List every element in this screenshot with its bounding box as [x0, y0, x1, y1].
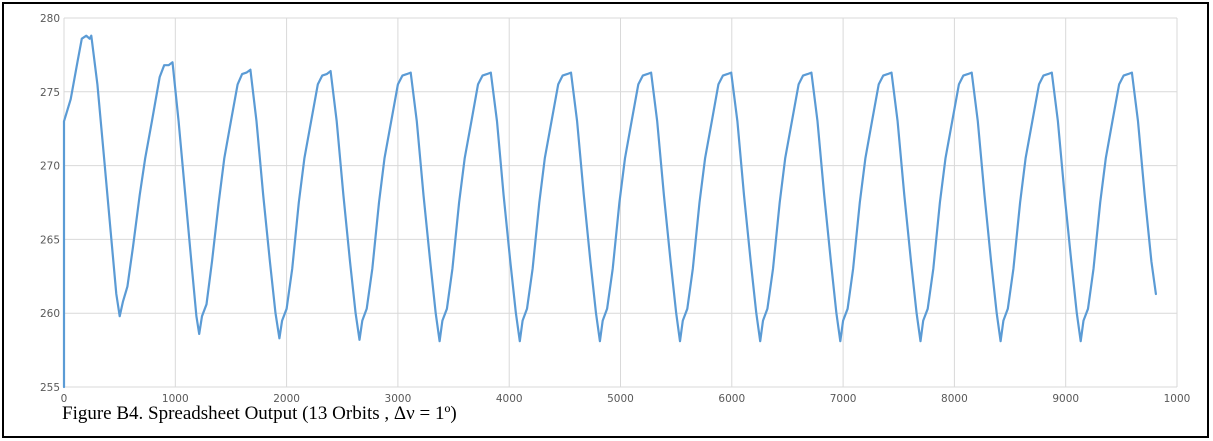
x-axis-ticks: 0 1000 2000 3000 4000 5000 6000 7000 8000 9000 100… [61, 393, 1191, 405]
x-tick-label: 4000 [496, 393, 523, 405]
x-tick-label: 3000 [385, 393, 412, 405]
y-axis-ticks: 255 260 265 270 275 280 [40, 13, 60, 394]
y-tick-label: 265 [40, 234, 60, 246]
x-tick-label: 5000 [607, 393, 634, 405]
x-tick-label: 1000 [1164, 393, 1191, 405]
figure-caption: Figure B4. Spreadsheet Output (13 Orbits… [62, 403, 457, 424]
x-tick-label: 6000 [718, 393, 745, 405]
x-tick-label: 9000 [1052, 393, 1079, 405]
x-tick-label: 2000 [273, 393, 300, 405]
series-line [62, 34, 1157, 389]
y-tick-label: 270 [40, 161, 60, 173]
y-tick-label: 255 [40, 382, 60, 394]
y-tick-label: 280 [40, 13, 60, 25]
x-tick-label: 0 [61, 393, 68, 405]
series-layer [62, 34, 1157, 389]
y-tick-label: 260 [40, 308, 60, 320]
y-tick-label: 275 [40, 87, 60, 99]
x-tick-label: 8000 [941, 393, 968, 405]
x-tick-label: 7000 [830, 393, 857, 405]
x-tick-label: 1000 [162, 393, 189, 405]
